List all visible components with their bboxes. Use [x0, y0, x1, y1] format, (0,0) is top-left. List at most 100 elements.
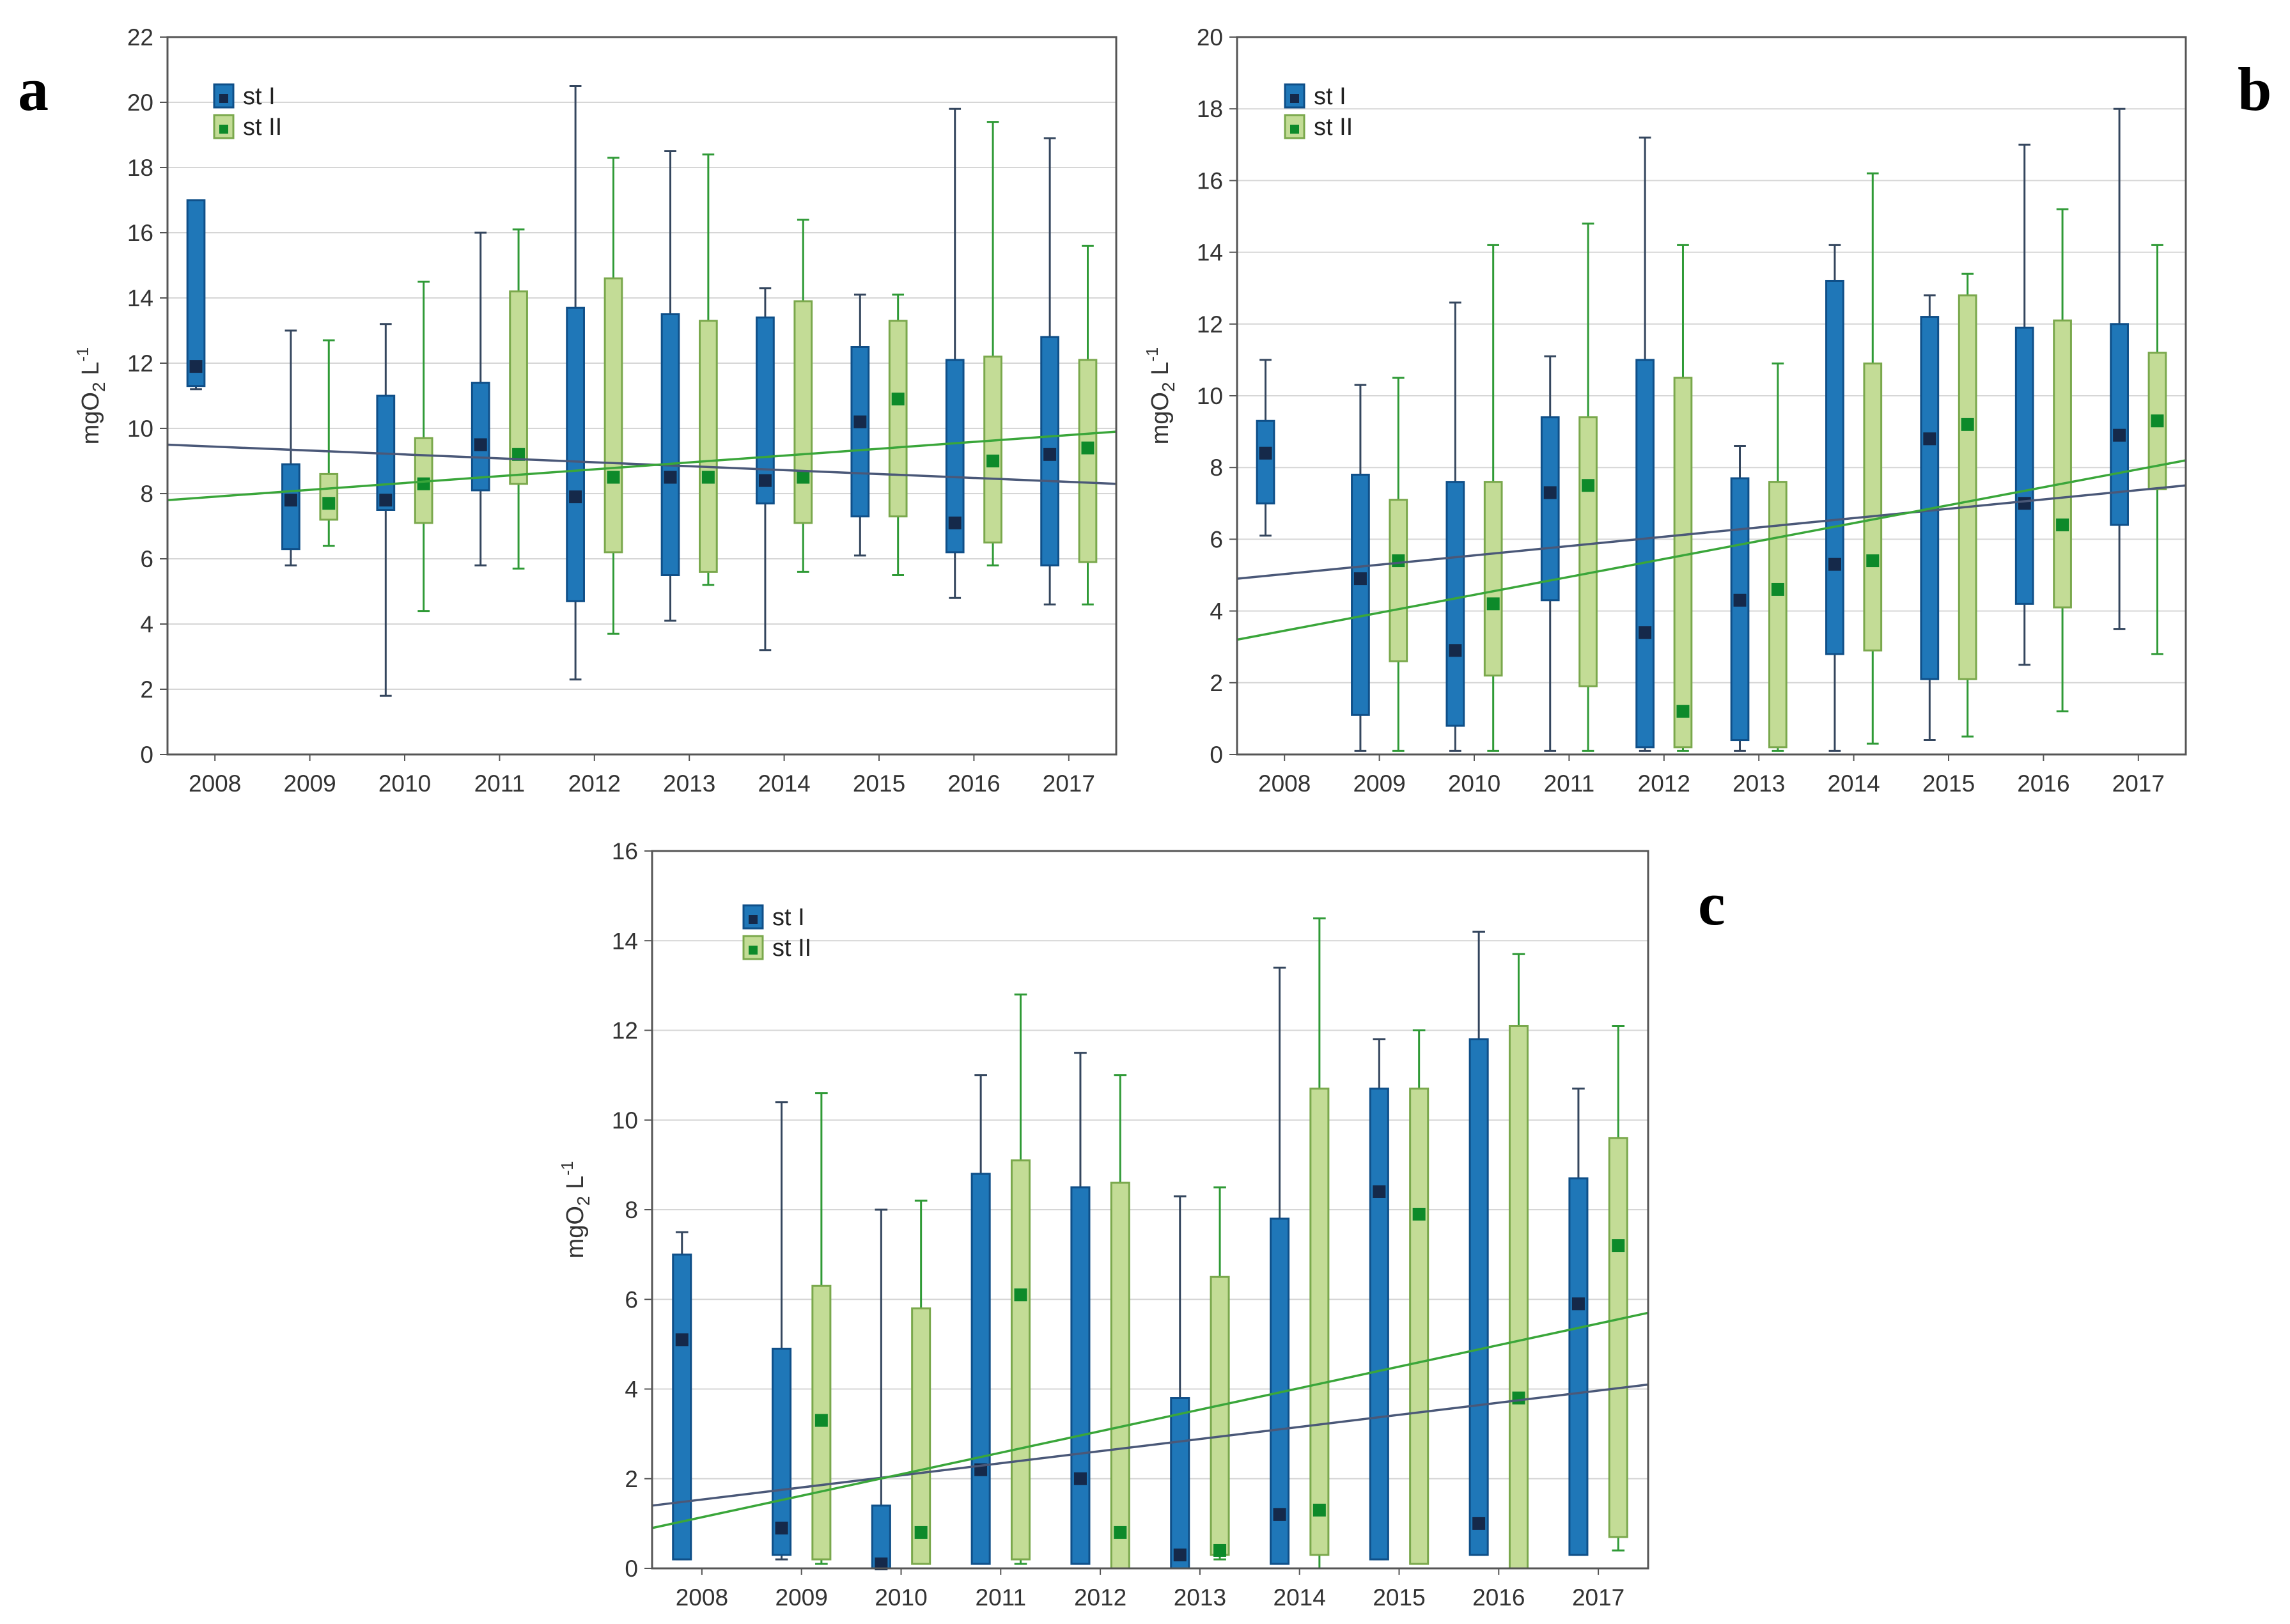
- y-tick-label: 4: [1210, 598, 1223, 625]
- median-marker-st2: [1512, 1391, 1525, 1405]
- legend-marker: [749, 915, 758, 924]
- box-st1: [660, 313, 680, 576]
- box-st1: [1825, 279, 1844, 655]
- panel-letter: a: [18, 55, 49, 123]
- median-marker-st2: [2151, 414, 2164, 428]
- median-marker-st2: [891, 393, 905, 406]
- median-marker-st1: [1173, 1548, 1187, 1561]
- y-axis-title-sub: 2: [1158, 382, 1178, 392]
- panel-a: 0 2 4 6 8 10 12 14 16 18 20 22 2008 2009 2010 2011 2012 2…: [18, 24, 1118, 797]
- x-tick-label: 2011: [976, 1584, 1027, 1611]
- x-tick-label: 2009: [283, 770, 336, 797]
- box-st2: [1409, 1088, 1429, 1565]
- box-st1: [850, 346, 870, 518]
- x-tick-label: 2008: [189, 770, 241, 797]
- median-marker-st2: [512, 448, 526, 461]
- median-marker-st2: [1014, 1288, 1027, 1302]
- y-axis-title-sub: 2: [573, 1196, 593, 1206]
- y-axis-title-sup: -1: [557, 1161, 577, 1176]
- box-st2: [319, 472, 339, 521]
- box-st2: [1389, 499, 1408, 662]
- median-marker-st2: [814, 1414, 828, 1427]
- box-st1: [1070, 1186, 1091, 1565]
- box-st2: [1863, 363, 1883, 652]
- x-tick-label: 2008: [1258, 770, 1311, 797]
- x-tick-label: 2015: [1373, 1584, 1425, 1611]
- median-marker-st2: [1486, 597, 1500, 611]
- box-st1: [756, 316, 775, 504]
- box-st2: [1608, 1137, 1628, 1538]
- box-st1: [1369, 1088, 1389, 1561]
- x-tick-label: 2009: [775, 1584, 828, 1611]
- y-axis-title: mgO2 L-1: [73, 347, 109, 445]
- y-tick-label: 6: [1210, 526, 1223, 552]
- panel-b: 0 2 4 6 8 10 12 14 16 18 20 2008 2009 2010 2011 2012 201…: [1142, 24, 2271, 797]
- y-tick-label: 8: [625, 1197, 638, 1223]
- median-marker-st1: [474, 438, 487, 451]
- box-st2: [1483, 481, 1503, 677]
- median-marker-st1: [2113, 428, 2126, 442]
- median-marker-st2: [1213, 1543, 1227, 1557]
- box-st2: [1078, 359, 1098, 563]
- plot-frame: [1236, 36, 2187, 756]
- box-st1: [1568, 1177, 1589, 1556]
- y-axis-title-unit: L: [562, 1176, 589, 1196]
- median-marker-st1: [2018, 497, 2031, 510]
- median-marker-st1: [775, 1521, 788, 1534]
- box-st1: [772, 1347, 792, 1556]
- legend-label: st I: [243, 83, 276, 110]
- box-st1: [471, 382, 490, 492]
- median-marker-st2: [701, 471, 715, 484]
- median-marker-st2: [1114, 1526, 1127, 1539]
- box-st1: [2110, 323, 2129, 526]
- x-tick-label: 2014: [758, 770, 810, 797]
- legend-label: st I: [1314, 83, 1346, 110]
- x-tick-label: 2010: [875, 1584, 927, 1611]
- y-tick-label: 12: [127, 350, 153, 377]
- box-st2: [2053, 319, 2072, 609]
- box-st1: [186, 199, 206, 387]
- x-tick-label: 2017: [1043, 770, 1095, 797]
- median-marker-st1: [853, 415, 867, 428]
- y-tick-label: 20: [1197, 24, 1223, 51]
- y-axis-title-main: mgO: [562, 1206, 589, 1258]
- median-marker-st2: [797, 471, 810, 484]
- median-marker-st2: [1961, 418, 1974, 431]
- median-marker-st1: [1472, 1517, 1486, 1530]
- y-tick-label: 0: [625, 1556, 638, 1582]
- y-tick-label: 4: [140, 611, 153, 637]
- y-axis-title-sub: 2: [89, 382, 109, 392]
- median-marker-st2: [1612, 1239, 1625, 1253]
- y-tick-label: 8: [140, 481, 153, 507]
- y-tick-label: 20: [127, 90, 153, 116]
- legend-label: st II: [772, 935, 811, 962]
- box-st1: [1256, 419, 1275, 504]
- y-tick-label: 2: [1210, 670, 1223, 696]
- plot-area: [167, 37, 1116, 754]
- panel-letter: c: [1698, 870, 1725, 938]
- x-tick-label: 2012: [1638, 770, 1690, 797]
- x-tick-label: 2014: [1827, 770, 1880, 797]
- median-marker-st2: [607, 471, 620, 484]
- box-st1: [1635, 359, 1655, 749]
- median-marker-st2: [2056, 518, 2069, 531]
- y-tick-label: 18: [1197, 96, 1223, 122]
- median-marker-st1: [569, 490, 582, 504]
- x-tick-label: 2013: [1733, 770, 1785, 797]
- panel-c: 0 2 4 6 8 10 12 14 16 2008 2009 2010 2011 2012 2013 201…: [557, 838, 1725, 1611]
- median-marker-st1: [1639, 626, 1652, 639]
- x-tick-label: 2016: [2017, 770, 2069, 797]
- y-axis-title: mgO2 L-1: [557, 1161, 593, 1259]
- trend-line-st1: [167, 443, 1117, 485]
- x-tick-label: 2011: [1544, 770, 1595, 797]
- box-st1: [672, 1253, 692, 1561]
- median-marker-st1: [1259, 446, 1272, 460]
- plot-frame: [166, 36, 1118, 756]
- y-tick-label: 14: [612, 928, 638, 954]
- y-tick-label: 10: [1197, 383, 1223, 409]
- y-tick-label: 14: [127, 285, 153, 311]
- median-marker-st1: [284, 494, 297, 507]
- y-tick-label: 16: [1197, 168, 1223, 194]
- trend-line-st2: [651, 1311, 1649, 1529]
